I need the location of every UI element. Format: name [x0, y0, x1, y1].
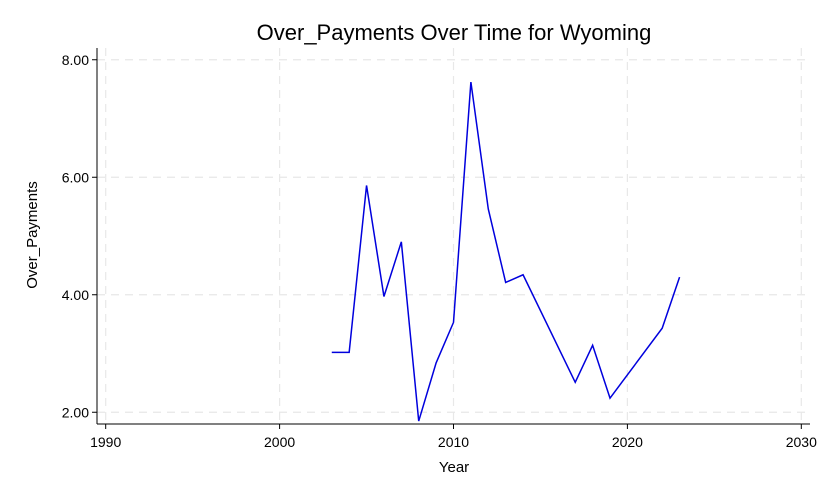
- grid-layer: [97, 48, 810, 424]
- x-tick-label: 1990: [90, 434, 121, 450]
- y-tick-label: 4.00: [62, 287, 89, 303]
- x-axis-label: Year: [439, 459, 469, 476]
- x-tick-label: 2010: [438, 434, 469, 450]
- x-tick-label: 2020: [612, 434, 643, 450]
- series-layer: [331, 81, 681, 422]
- x-tick-label: 2030: [786, 434, 817, 450]
- tick-layer: 2.00 4.00 6.00 8.00 1990 2000 2010 2020 2030: [62, 52, 817, 450]
- chart-title: Over_Payments Over Time for Wyoming: [257, 20, 652, 45]
- x-tick-label: 2000: [264, 434, 295, 450]
- y-axis-label: Over_Payments: [24, 181, 41, 289]
- y-tick-label: 8.00: [62, 52, 89, 68]
- series-line: [331, 81, 681, 422]
- y-tick-label: 6.00: [62, 169, 89, 185]
- y-tick-label: 2.00: [62, 404, 89, 420]
